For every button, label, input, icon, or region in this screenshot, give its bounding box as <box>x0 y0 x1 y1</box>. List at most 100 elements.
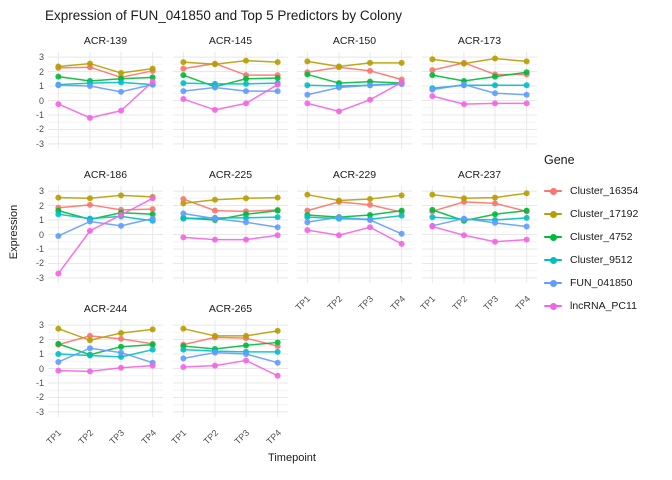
y-tick-label: -1 <box>35 109 44 120</box>
data-point-fun_041850 <box>304 91 311 98</box>
data-point-lncrna_pc11 <box>367 224 374 231</box>
legend-item-cluster_9512: Cluster_9512 <box>544 248 670 271</box>
data-point-cluster_9512 <box>523 214 530 221</box>
series-line-cluster_16354 <box>58 204 153 211</box>
x-tick-label: TP2 <box>325 293 345 313</box>
data-point-cluster_4752 <box>118 343 125 350</box>
data-point-cluster_16354 <box>118 335 125 342</box>
series-line-cluster_4752 <box>307 209 402 218</box>
data-point-lncrna_pc11 <box>211 106 218 113</box>
data-point-fun_041850 <box>118 222 125 229</box>
series-line-fun_041850 <box>183 351 278 364</box>
legend-item-lncrna_pc11: lncRNA_PC11 <box>544 294 670 317</box>
data-point-cluster_4752 <box>304 71 311 78</box>
data-point-cluster_17192 <box>429 56 436 63</box>
legend-label: Cluster_16354 <box>570 184 639 197</box>
series-line-cluster_16354 <box>307 201 402 213</box>
data-point-fun_041850 <box>429 86 436 93</box>
series-line-lncrna_pc11 <box>183 234 278 241</box>
data-point-cluster_16354 <box>492 200 499 207</box>
x-tick-label: TP1 <box>418 293 438 313</box>
series-line-cluster_16354 <box>183 198 278 213</box>
data-point-cluster_4752 <box>523 207 530 214</box>
series-line-cluster_17192 <box>307 193 402 202</box>
data-point-fun_041850 <box>86 83 93 90</box>
data-point-cluster_9512 <box>55 351 62 358</box>
series-line-lncrna_pc11 <box>307 226 402 245</box>
x-tick-label: TP2 <box>450 293 470 313</box>
series-line-lncrna_pc11 <box>58 364 153 373</box>
data-point-lncrna_pc11 <box>460 232 467 239</box>
data-point-cluster_17192 <box>398 192 405 199</box>
legend-item-cluster_4752: Cluster_4752 <box>544 225 670 248</box>
chart-title: Expression of FUN_041850 and Top 5 Predi… <box>45 8 402 23</box>
x-axis-title: Timepoint <box>268 452 316 464</box>
y-tick-label: 2 <box>38 66 44 77</box>
data-point-cluster_17192 <box>367 59 374 66</box>
data-point-lncrna_pc11 <box>304 100 311 107</box>
series-line-cluster_17192 <box>307 60 402 68</box>
legend-key-dot <box>550 210 557 218</box>
data-point-cluster_17192 <box>492 194 499 201</box>
data-point-cluster_17192 <box>211 196 218 203</box>
data-point-cluster_17192 <box>274 327 281 334</box>
data-point-cluster_4752 <box>274 207 281 214</box>
data-point-cluster_17192 <box>149 65 156 72</box>
data-point-cluster_4752 <box>243 342 250 349</box>
data-point-cluster_17192 <box>118 330 125 337</box>
y-tick-label: 2 <box>38 334 44 345</box>
data-point-cluster_4752 <box>180 72 187 79</box>
data-point-fun_041850 <box>55 232 62 239</box>
data-point-cluster_17192 <box>335 63 342 70</box>
data-point-cluster_9512 <box>243 80 250 87</box>
data-point-cluster_4752 <box>429 72 436 79</box>
legend-label: Cluster_9512 <box>570 253 633 266</box>
data-point-lncrna_pc11 <box>429 93 436 100</box>
data-point-lncrna_pc11 <box>118 107 125 114</box>
y-tick-label: -3 <box>35 138 44 149</box>
data-point-cluster_9512 <box>180 346 187 353</box>
data-point-lncrna_pc11 <box>55 101 62 108</box>
data-point-cluster_9512 <box>429 214 436 221</box>
data-point-cluster_9512 <box>55 211 62 218</box>
data-point-cluster_17192 <box>86 195 93 202</box>
data-point-fun_041850 <box>335 214 342 221</box>
data-point-fun_041850 <box>180 88 187 95</box>
legend-item-fun_041850: FUN_041850 <box>544 271 670 294</box>
data-point-fun_041850 <box>86 345 93 352</box>
data-point-cluster_4752 <box>492 73 499 80</box>
legend-key-icon <box>544 184 562 198</box>
data-point-lncrna_pc11 <box>86 227 93 234</box>
legend-label: Cluster_17192 <box>570 207 639 220</box>
legend-items: Cluster_16354 Cluster_17192 Cluster_4752 Cl… <box>544 179 670 317</box>
data-point-cluster_17192 <box>492 55 499 62</box>
data-point-lncrna_pc11 <box>523 100 530 107</box>
data-point-cluster_17192 <box>304 58 311 65</box>
series-line-cluster_16354 <box>432 201 527 213</box>
y-tick-label: 1 <box>38 349 44 360</box>
data-point-lncrna_pc11 <box>398 240 405 247</box>
data-point-fun_041850 <box>367 82 374 89</box>
series-line-lncrna_pc11 <box>183 359 278 377</box>
data-point-cluster_17192 <box>180 200 187 207</box>
data-point-lncrna_pc11 <box>398 79 405 86</box>
data-point-lncrna_pc11 <box>492 238 499 245</box>
legend-label: lncRNA_PC11 <box>570 299 637 312</box>
data-point-cluster_16354 <box>86 201 93 208</box>
data-point-lncrna_pc11 <box>118 364 125 371</box>
data-point-lncrna_pc11 <box>55 270 62 277</box>
series-line-cluster_17192 <box>183 196 278 205</box>
data-point-lncrna_pc11 <box>243 236 250 243</box>
data-point-cluster_4752 <box>367 211 374 218</box>
data-point-cluster_17192 <box>149 326 156 333</box>
data-point-cluster_17192 <box>118 192 125 199</box>
data-point-lncrna_pc11 <box>335 108 342 115</box>
legend-key-icon <box>544 253 562 267</box>
x-tick-label: TP1 <box>44 427 64 447</box>
y-tick-label: 2 <box>38 200 44 211</box>
legend-key-dot <box>550 302 557 310</box>
data-point-fun_041850 <box>55 82 62 89</box>
data-point-fun_041850 <box>243 88 250 95</box>
data-point-cluster_17192 <box>55 63 62 70</box>
